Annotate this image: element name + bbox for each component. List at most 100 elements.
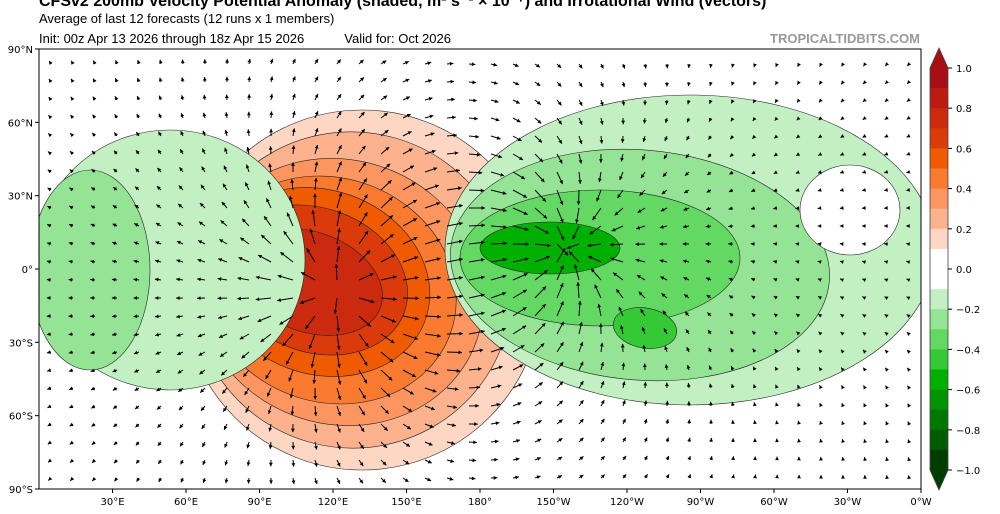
wind-vector-head <box>458 204 463 208</box>
lon-label: 30°E <box>100 497 124 508</box>
wind-vector-head <box>158 95 163 100</box>
wind-vector-head <box>393 297 397 302</box>
wind-vector-head <box>774 152 779 157</box>
wind-vector-head <box>68 296 73 300</box>
wind-vector-head <box>884 151 889 156</box>
wind-vector-head <box>359 462 364 467</box>
wind-vector-head <box>906 187 911 192</box>
wind-vector-head <box>594 284 598 289</box>
wind-vector-head <box>573 264 578 269</box>
wind-vector-head <box>640 309 645 314</box>
wind-vector-head <box>797 80 801 85</box>
wind-vector-head <box>750 242 755 246</box>
wind-vector-head <box>576 201 581 205</box>
wind-vector-head <box>155 223 160 227</box>
colorbar-band <box>930 429 948 451</box>
wind-vector-head <box>135 168 140 173</box>
wind-vector-head <box>414 256 419 260</box>
wind-vector-head <box>306 248 311 253</box>
wind-vector-head <box>154 314 159 319</box>
wind-vector-head <box>47 206 52 210</box>
wind-vector-head <box>600 381 605 386</box>
wind-vector-head <box>459 276 463 280</box>
wind-vector-head <box>683 207 688 211</box>
wind-vector-head <box>753 402 757 407</box>
wind-vector-head <box>560 321 564 326</box>
wind-vector-head <box>596 197 600 202</box>
wind-vector-head <box>686 136 690 141</box>
wind-vector-head <box>620 139 625 143</box>
lon-label: 60°E <box>174 497 198 508</box>
colorbar-tick: 0.8 <box>956 104 972 115</box>
wind-vector-head <box>314 445 318 450</box>
wind-vector-head <box>797 420 801 425</box>
wind-vector-head <box>621 64 626 69</box>
wind-vector-head <box>863 439 868 444</box>
colorbar-tick: −0.2 <box>956 305 980 316</box>
wind-vector-head <box>136 114 141 119</box>
wind-vector-head <box>819 385 823 390</box>
lon-label: 120°W <box>610 497 644 508</box>
wind-vector-head <box>90 314 94 319</box>
wind-vector-head <box>434 184 439 189</box>
colorbar-max-arrow <box>930 48 948 68</box>
wind-vector-head <box>862 152 867 156</box>
wind-vector-head <box>600 418 605 423</box>
wind-vector-head <box>751 277 756 282</box>
wind-vector-head <box>337 76 341 81</box>
wind-vector-head <box>113 187 118 191</box>
wind-vector-head <box>177 222 182 226</box>
wind-vector-head <box>730 117 735 122</box>
wind-vector-head <box>705 259 710 264</box>
wind-vector-head <box>392 275 397 280</box>
wind-vector-head <box>862 314 867 318</box>
wind-vector-head <box>730 366 735 371</box>
wind-vector-head <box>69 187 74 192</box>
wind-vector-head <box>337 228 341 232</box>
wind-vector-head <box>863 421 868 426</box>
wind-vector-head <box>664 137 669 142</box>
wind-vector-head <box>773 260 778 264</box>
wind-vector-head <box>336 246 341 250</box>
wind-vector-head <box>459 331 463 336</box>
wind-vector-head <box>600 456 605 460</box>
wind-vector-head <box>663 328 668 333</box>
wind-vector-head <box>390 339 395 343</box>
wind-vector-head <box>547 243 551 248</box>
wind-vector-head <box>405 96 410 100</box>
wind-vector-head <box>453 133 457 138</box>
wind-vector-head <box>269 128 273 133</box>
wind-vector-head <box>536 100 541 105</box>
wind-vector-head <box>387 180 392 185</box>
wind-vector-head <box>472 80 477 85</box>
wind-vector-head <box>266 392 271 397</box>
wind-vector-head <box>493 475 498 480</box>
wind-vector-head <box>337 210 342 215</box>
wind-vector-head <box>198 352 203 356</box>
wind-vector-head <box>360 427 365 432</box>
wind-vector-head <box>817 188 822 192</box>
wind-vector-head <box>200 184 205 189</box>
wind-vector-head <box>773 170 778 174</box>
wind-vector-head <box>158 113 163 118</box>
wind-vector-head <box>729 153 734 157</box>
colorbar-band <box>930 228 948 250</box>
wind-vector-head <box>708 347 713 352</box>
wind-vector-head <box>337 128 342 133</box>
contour-fill <box>479 221 621 275</box>
wind-vector-head <box>68 259 73 264</box>
wind-vector-head <box>907 457 912 462</box>
wind-vector-head <box>473 98 477 103</box>
wind-vector-head <box>314 93 319 98</box>
wind-vector-head <box>588 255 593 260</box>
wind-vector-head <box>885 403 890 408</box>
wind-vector-head <box>370 299 375 304</box>
wind-vector-head <box>906 332 911 336</box>
wind-vector-head <box>709 437 713 442</box>
wind-vector-head <box>579 456 584 461</box>
colorbar-band <box>930 188 948 210</box>
lon-label: 60°W <box>760 497 788 508</box>
wind-vector-head <box>265 374 270 379</box>
wind-vector-head <box>709 419 713 424</box>
wind-vector-head <box>536 457 541 461</box>
